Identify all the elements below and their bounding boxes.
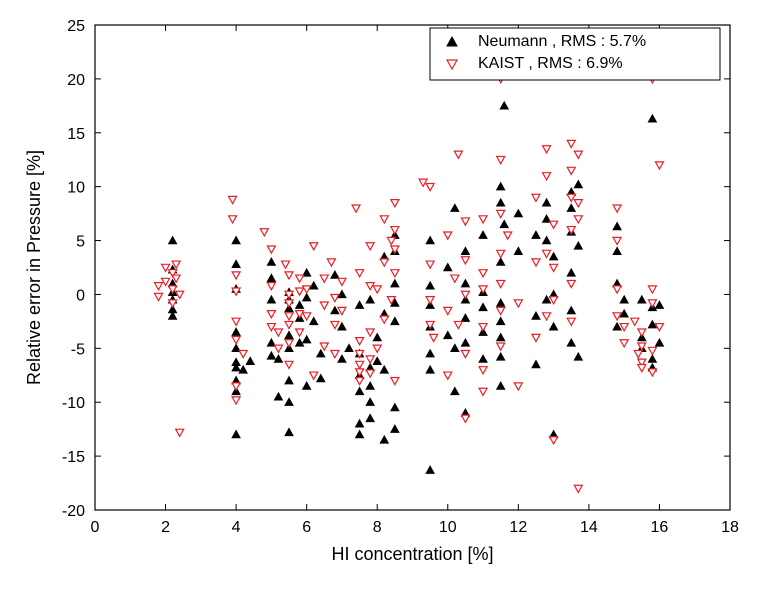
svg-text:12: 12 xyxy=(509,519,527,536)
legend-item-label: KAIST , RMS : 6.9% xyxy=(478,55,623,72)
svg-text:4: 4 xyxy=(232,519,241,536)
svg-text:8: 8 xyxy=(373,519,382,536)
svg-text:20: 20 xyxy=(67,72,85,89)
svg-text:5: 5 xyxy=(76,234,85,251)
legend: Neumann , RMS : 5.7% KAIST , RMS : 6.9% xyxy=(430,28,720,80)
svg-text:18: 18 xyxy=(721,519,739,536)
svg-text:25: 25 xyxy=(67,18,85,35)
scatter-chart: 0 2 4 6 8 10 12 14 16 18 -20 -15 -10 -5 0 5 10 15 20 25 HI c… xyxy=(0,0,765,591)
series-KAIST xyxy=(155,70,664,492)
svg-text:10: 10 xyxy=(67,180,85,197)
series-Neumann xyxy=(169,102,664,473)
svg-text:-5: -5 xyxy=(71,341,85,358)
x-axis-label: HI concentration [%] xyxy=(331,544,493,564)
svg-text:6: 6 xyxy=(302,519,311,536)
svg-text:15: 15 xyxy=(67,126,85,143)
svg-text:14: 14 xyxy=(580,519,598,536)
svg-text:2: 2 xyxy=(161,519,170,536)
svg-text:16: 16 xyxy=(651,519,669,536)
legend-item-label: Neumann , RMS : 5.7% xyxy=(478,33,646,50)
svg-text:-10: -10 xyxy=(62,395,85,412)
y-axis-label: Relative error in Pressure [%] xyxy=(24,150,44,385)
svg-text:0: 0 xyxy=(76,287,85,304)
svg-text:0: 0 xyxy=(91,519,100,536)
svg-text:-20: -20 xyxy=(62,503,85,520)
svg-text:10: 10 xyxy=(439,519,457,536)
chart-svg: 0 2 4 6 8 10 12 14 16 18 -20 -15 -10 -5 0 5 10 15 20 25 HI c… xyxy=(0,0,765,591)
svg-text:-15: -15 xyxy=(62,449,85,466)
